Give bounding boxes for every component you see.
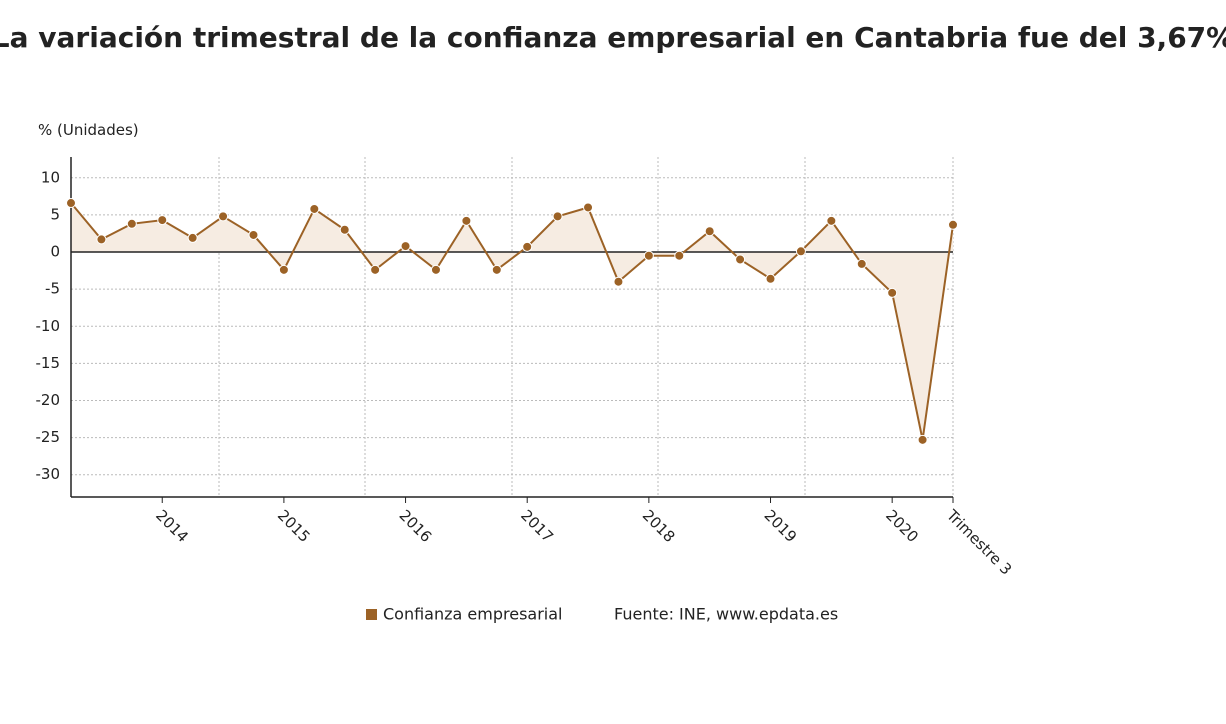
point — [157, 215, 168, 226]
point — [339, 224, 350, 235]
point — [522, 241, 533, 252]
y-tick-label: -25 — [36, 428, 61, 446]
y-tick-label: -20 — [36, 391, 61, 409]
x-tick-label: 2015 — [274, 506, 314, 546]
point — [674, 250, 685, 261]
point — [370, 264, 381, 275]
x-tick-label: Trimestre 3 — [942, 506, 1015, 579]
line — [70, 202, 954, 441]
point — [826, 215, 837, 226]
point — [309, 203, 320, 214]
point — [643, 250, 654, 261]
point — [552, 211, 563, 222]
point — [400, 241, 411, 252]
chart-title: La variación trimestral de la confianza … — [0, 21, 1226, 54]
point — [461, 215, 472, 226]
x-tick-label: 2020 — [882, 506, 922, 546]
point — [948, 219, 958, 230]
y-tick-label: -15 — [36, 354, 61, 372]
point — [491, 264, 502, 275]
x-tick-label: 2014 — [152, 506, 192, 546]
y-tick-label: 10 — [41, 168, 60, 186]
plot: 10 5 0 -5 -10 -15 -20 -25 -30 2014 2015 2016 2017 201… — [36, 157, 1015, 579]
point — [704, 226, 715, 237]
source: Fuente: INE, www.epdata.es — [614, 605, 838, 624]
y-tick-label: 0 — [50, 243, 60, 261]
x-tick-label: 2019 — [761, 506, 801, 546]
x-tick-label: 2018 — [639, 506, 679, 546]
y-tick-label: 5 — [50, 205, 60, 223]
point — [856, 258, 867, 269]
point — [126, 218, 137, 229]
point — [613, 276, 624, 287]
point — [66, 198, 76, 209]
y-tick-label: -10 — [36, 317, 61, 335]
y-axis-label: % (Unidades) — [38, 121, 139, 139]
point — [583, 202, 594, 213]
point — [430, 264, 441, 275]
point — [917, 434, 928, 445]
point — [187, 232, 198, 243]
x-tick-label: 2016 — [396, 506, 436, 546]
point — [278, 264, 289, 275]
point — [248, 229, 259, 240]
vertical-grid — [218, 157, 954, 497]
area — [71, 203, 953, 440]
point — [795, 246, 806, 257]
point — [735, 254, 746, 265]
point — [96, 234, 107, 245]
y-tick-label: -30 — [36, 465, 61, 483]
point — [887, 287, 898, 298]
x-tick-label: 2017 — [517, 506, 557, 546]
legend-label: Confianza empresarial — [383, 605, 562, 624]
legend-swatch — [366, 609, 377, 620]
title-text: La variación trimestral de la confianza … — [0, 21, 1226, 54]
point — [765, 273, 776, 284]
y-tick-label: -5 — [45, 280, 60, 298]
point — [218, 211, 229, 222]
